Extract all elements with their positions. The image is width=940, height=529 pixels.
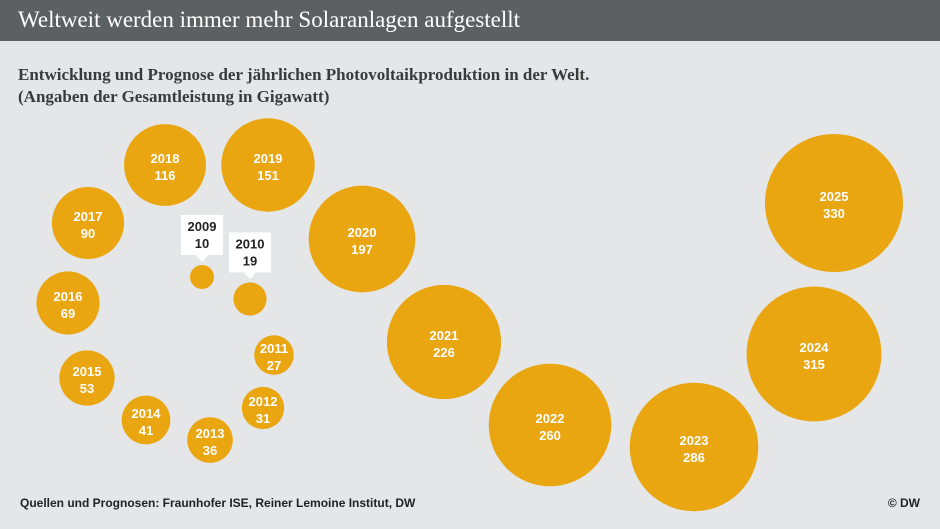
callout-pointer-2010	[244, 272, 256, 280]
year-label-2013: 2013	[196, 426, 225, 441]
bubble-circle-2025	[764, 133, 904, 273]
bubble-circle-2009	[189, 264, 215, 290]
value-label-2022: 260	[539, 428, 561, 443]
bubble-circle-2018	[124, 124, 206, 206]
year-label-2010: 2010	[236, 236, 265, 251]
callout-pointer-2009	[196, 254, 208, 262]
subtitle-line-2: (Angaben der Gesamtleistung in Gigawatt)	[18, 87, 330, 106]
bubble-2021: 2021 226	[386, 284, 502, 400]
year-label-2022: 2022	[536, 411, 565, 426]
bubble-2018: 2018 116	[124, 124, 206, 206]
bubble-circle-2023	[629, 382, 759, 512]
bubble-2025: 2025 330	[764, 133, 904, 273]
value-label-2012: 31	[256, 411, 270, 426]
value-label-2018: 116	[155, 168, 176, 183]
chart-subtitle: Entwicklung und Prognose der jährlichen …	[18, 64, 589, 108]
source-note: Quellen und Prognosen: Fraunhofer ISE, R…	[20, 496, 416, 510]
year-label-2024: 2024	[800, 340, 830, 355]
bubble-circle-2020	[308, 185, 416, 293]
year-label-2023: 2023	[680, 433, 709, 448]
bubble-2023: 2023 286	[629, 382, 759, 512]
value-label-2014: 41	[139, 423, 153, 438]
bubble-2022: 2022 260	[488, 363, 612, 487]
year-label-2015: 2015	[73, 364, 102, 379]
bubble-circle-2021	[386, 284, 502, 400]
bubble-2020: 2020 197	[308, 185, 416, 293]
bubble-circle-2012	[241, 386, 285, 430]
year-label-2019: 2019	[254, 151, 283, 166]
value-label-2010: 19	[243, 253, 257, 268]
bubble-2014: 2014 41	[121, 395, 171, 445]
bubble-2012: 2012 31	[241, 386, 285, 430]
bubble-2024: 2024 315	[746, 286, 882, 422]
year-label-2016: 2016	[54, 289, 83, 304]
value-label-2009: 10	[195, 236, 209, 251]
year-label-2014: 2014	[132, 406, 162, 421]
value-label-2011: 27	[267, 358, 281, 373]
copyright-note: © DW	[887, 496, 920, 510]
year-label-2020: 2020	[348, 225, 377, 240]
year-label-2009: 2009	[188, 219, 217, 234]
bubble-2011: 2011 27	[254, 335, 294, 375]
year-label-2017: 2017	[74, 209, 103, 224]
bubble-2016: 2016 69	[36, 271, 100, 335]
bubble-circle-2013	[187, 417, 233, 463]
value-label-2023: 286	[683, 450, 705, 465]
year-label-2011: 2011	[260, 341, 288, 356]
value-label-2017: 90	[81, 226, 95, 241]
year-label-2021: 2021	[430, 328, 459, 343]
value-label-2025: 330	[823, 206, 845, 221]
bubble-2015: 2015 53	[59, 350, 115, 406]
header-bar: Weltweit werden immer mehr Solaranlagen …	[0, 0, 940, 41]
bubble-circle-2024	[746, 286, 882, 422]
bubble-2019: 2019 151	[221, 118, 315, 212]
bubble-2013: 2013 36	[187, 417, 233, 463]
year-label-2025: 2025	[820, 189, 849, 204]
bubble-2017: 2017 90	[51, 186, 125, 260]
bubble-2009: 2009 10	[181, 214, 223, 290]
bubble-circle-2011	[254, 335, 294, 375]
bubble-circle-2016	[36, 271, 100, 335]
bubble-circle-2017	[51, 186, 125, 260]
page-title: Weltweit werden immer mehr Solaranlagen …	[18, 7, 521, 32]
value-label-2015: 53	[80, 381, 94, 396]
bubble-circle-2019	[221, 118, 315, 212]
bubble-circle-2015	[59, 350, 115, 406]
subtitle-line-1: Entwicklung und Prognose der jährlichen …	[18, 65, 590, 84]
value-label-2013: 36	[203, 443, 217, 458]
bubble-circle-2014	[121, 395, 171, 445]
value-label-2020: 197	[351, 242, 373, 257]
bubble-circle-2022	[488, 363, 612, 487]
bubble-circle-2010	[233, 282, 267, 316]
year-label-2012: 2012	[249, 394, 278, 409]
bubble-2010: 2010 19	[229, 232, 271, 316]
callout-box-2010	[229, 232, 271, 273]
value-label-2019: 151	[257, 168, 279, 183]
value-label-2024: 315	[803, 357, 825, 372]
year-label-2018: 2018	[151, 151, 180, 166]
value-label-2016: 69	[61, 306, 75, 321]
value-label-2021: 226	[433, 345, 455, 360]
callout-box-2009	[181, 214, 223, 255]
